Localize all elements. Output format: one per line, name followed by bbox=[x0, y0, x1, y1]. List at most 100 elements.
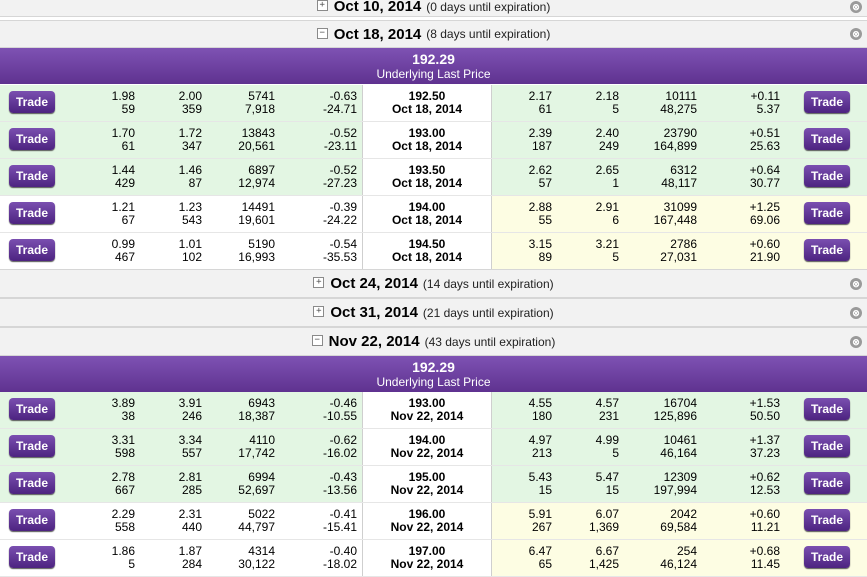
put-change-top: +0.68 bbox=[749, 544, 780, 558]
put-ask: 2.40 249 bbox=[562, 127, 619, 153]
close-icon[interactable]: ⊗ bbox=[850, 335, 862, 348]
call-volume: 13843 20,561 bbox=[220, 127, 275, 153]
expand-icon[interactable]: + bbox=[316, 0, 328, 11]
trade-put-button[interactable]: Trade bbox=[804, 509, 850, 531]
call-ask-bottom: 284 bbox=[181, 557, 202, 571]
call-change-top: -0.62 bbox=[329, 433, 357, 447]
trade-put-button[interactable]: Trade bbox=[804, 202, 850, 224]
call-ask: 1.87 284 bbox=[150, 545, 202, 571]
put-ask-top: 2.40 bbox=[595, 126, 619, 140]
expiration-header-oct-31[interactable]: + Oct 31, 2014 (21 days until expiration… bbox=[0, 298, 867, 327]
call-ask-bottom: 285 bbox=[181, 483, 202, 497]
call-side: Trade 1.98 59 2.00 359 5741 7,918 -0.63 -24.71 bbox=[0, 85, 362, 121]
trade-put-button[interactable]: Trade bbox=[804, 91, 850, 113]
put-change: +0.68 11.45 bbox=[717, 545, 780, 571]
put-ask-top: 5.47 bbox=[595, 470, 619, 484]
trade-put-button[interactable]: Trade bbox=[804, 128, 850, 150]
call-change-top: -0.40 bbox=[329, 544, 357, 558]
put-ask-bottom: 249 bbox=[598, 139, 619, 153]
call-bid-top: 1.70 bbox=[111, 126, 135, 140]
close-icon[interactable]: ⊗ bbox=[850, 0, 862, 13]
days-until-expiration: (0 days until expiration) bbox=[426, 0, 551, 14]
trade-call-button[interactable]: Trade bbox=[9, 239, 55, 261]
trade-call-button[interactable]: Trade bbox=[9, 202, 55, 224]
expiration-date: Oct 31, 2014 bbox=[330, 304, 418, 321]
trade-call-button[interactable]: Trade bbox=[9, 165, 55, 187]
expiration-header-oct-18[interactable]: − Oct 18, 2014 (8 days until expiration)… bbox=[0, 20, 867, 48]
expand-icon[interactable]: + bbox=[313, 306, 325, 317]
collapse-icon[interactable]: − bbox=[316, 27, 328, 39]
call-change-bottom: -23.11 bbox=[323, 139, 357, 153]
call-bid-top: 1.44 bbox=[111, 163, 135, 177]
trade-put-button[interactable]: Trade bbox=[804, 435, 850, 457]
put-change-top: +1.37 bbox=[749, 433, 780, 447]
trade-put-button[interactable]: Trade bbox=[804, 546, 850, 568]
underlying-label: Underlying Last Price bbox=[376, 67, 491, 81]
put-bid: 6.47 65 bbox=[492, 545, 552, 571]
put-bid-top: 4.97 bbox=[528, 433, 552, 447]
put-bid-bottom: 213 bbox=[531, 446, 552, 460]
call-ask: 2.31 440 bbox=[150, 508, 202, 534]
option-row: Trade 1.44 429 1.46 87 6897 12,974 -0.52 -27.23 1… bbox=[0, 159, 867, 196]
put-change-top: +0.60 bbox=[749, 237, 780, 251]
put-volume: 12309 197,994 bbox=[632, 471, 697, 497]
call-volume-top: 6943 bbox=[248, 396, 275, 410]
call-volume: 6994 52,697 bbox=[220, 471, 275, 497]
trade-call-button[interactable]: Trade bbox=[9, 509, 55, 531]
strike-expiration: Oct 18, 2014 bbox=[391, 102, 463, 116]
call-bid: 2.29 558 bbox=[80, 508, 135, 534]
put-volume-top: 16704 bbox=[663, 396, 697, 410]
put-ask: 2.91 6 bbox=[562, 201, 619, 227]
call-bid-bottom: 667 bbox=[114, 483, 135, 497]
put-volume-top: 12309 bbox=[663, 470, 697, 484]
expand-icon[interactable]: + bbox=[313, 277, 325, 288]
call-ask-top: 2.81 bbox=[178, 470, 202, 484]
call-bid-bottom: 467 bbox=[114, 250, 135, 264]
trade-put-button[interactable]: Trade bbox=[804, 165, 850, 187]
put-side: Trade 2.88 55 2.91 6 31099 167,448 +1.25 69.06 bbox=[492, 196, 867, 232]
put-change: +0.60 21.90 bbox=[717, 238, 780, 264]
call-ask: 1.01 102 bbox=[150, 238, 202, 264]
trade-put-button[interactable]: Trade bbox=[804, 472, 850, 494]
trade-put-button[interactable]: Trade bbox=[804, 239, 850, 261]
put-ask-bottom: 6 bbox=[612, 213, 619, 227]
strike-price: 194.00 bbox=[408, 200, 446, 214]
strike-expiration: Nov 22, 2014 bbox=[390, 557, 464, 571]
put-ask: 2.18 5 bbox=[562, 90, 619, 116]
put-bid-bottom: 180 bbox=[531, 409, 552, 423]
put-volume-top: 2042 bbox=[670, 507, 697, 521]
trade-call-button[interactable]: Trade bbox=[9, 91, 55, 113]
trade-call-button[interactable]: Trade bbox=[9, 128, 55, 150]
call-volume-bottom: 7,918 bbox=[244, 102, 275, 116]
trade-put-button[interactable]: Trade bbox=[804, 398, 850, 420]
collapse-icon[interactable]: − bbox=[311, 335, 323, 346]
call-change: -0.62 -16.02 bbox=[297, 434, 357, 460]
put-side: Trade 2.62 57 2.65 1 6312 48,117 +0.64 30.77 bbox=[492, 159, 867, 195]
put-change: +0.60 11.21 bbox=[717, 508, 780, 534]
trade-call-button[interactable]: Trade bbox=[9, 472, 55, 494]
call-ask-bottom: 557 bbox=[181, 446, 202, 460]
call-change: -0.41 -15.41 bbox=[297, 508, 357, 534]
expiration-date: Oct 24, 2014 bbox=[330, 275, 418, 292]
underlying-last-price: 192.29 bbox=[412, 359, 455, 375]
call-ask: 3.34 557 bbox=[150, 434, 202, 460]
put-ask-top: 4.99 bbox=[595, 433, 619, 447]
trade-call-button[interactable]: Trade bbox=[9, 398, 55, 420]
call-volume-bottom: 12,974 bbox=[238, 176, 275, 190]
put-side: Trade 5.91 267 6.07 1,369 2042 69,584 +0.60 11.2… bbox=[492, 503, 867, 539]
put-change-top: +0.64 bbox=[749, 163, 780, 177]
close-icon[interactable]: ⊗ bbox=[850, 28, 862, 40]
call-volume-bottom: 52,697 bbox=[238, 483, 275, 497]
trade-call-button[interactable]: Trade bbox=[9, 546, 55, 568]
expiration-header-oct-24[interactable]: + Oct 24, 2014 (14 days until expiration… bbox=[0, 269, 867, 298]
expiration-header-nov-22[interactable]: − Nov 22, 2014 (43 days until expiration… bbox=[0, 327, 867, 356]
close-icon[interactable]: ⊗ bbox=[850, 277, 862, 290]
close-icon[interactable]: ⊗ bbox=[850, 306, 862, 319]
call-bid-bottom: 5 bbox=[128, 557, 135, 571]
expiration-header-oct-10[interactable]: + Oct 10, 2014 (0 days until expiration)… bbox=[0, 0, 867, 17]
call-change: -0.43 -13.56 bbox=[297, 471, 357, 497]
strike-expiration: Oct 18, 2014 bbox=[391, 250, 463, 264]
put-ask-bottom: 5 bbox=[612, 446, 619, 460]
trade-call-button[interactable]: Trade bbox=[9, 435, 55, 457]
call-volume-bottom: 19,601 bbox=[238, 213, 275, 227]
